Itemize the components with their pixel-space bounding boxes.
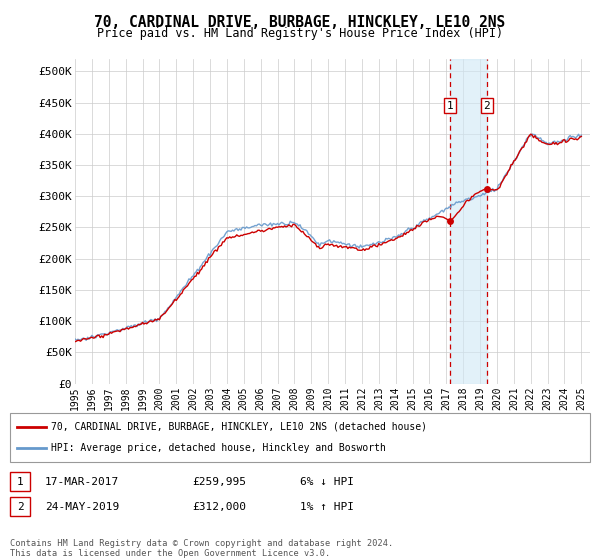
Text: £259,995: £259,995 <box>192 477 246 487</box>
Text: 2: 2 <box>17 502 23 512</box>
Text: 17-MAR-2017: 17-MAR-2017 <box>45 477 119 487</box>
Text: 1% ↑ HPI: 1% ↑ HPI <box>300 502 354 512</box>
Text: £312,000: £312,000 <box>192 502 246 512</box>
Text: 2: 2 <box>483 101 490 111</box>
Text: 1: 1 <box>17 477 23 487</box>
Text: 6% ↓ HPI: 6% ↓ HPI <box>300 477 354 487</box>
Text: Contains HM Land Registry data © Crown copyright and database right 2024.
This d: Contains HM Land Registry data © Crown c… <box>10 539 394 558</box>
Text: 1: 1 <box>446 101 453 111</box>
Text: 70, CARDINAL DRIVE, BURBAGE, HINCKLEY, LE10 2NS: 70, CARDINAL DRIVE, BURBAGE, HINCKLEY, L… <box>94 15 506 30</box>
Bar <box>450 59 487 384</box>
Text: 70, CARDINAL DRIVE, BURBAGE, HINCKLEY, LE10 2NS (detached house): 70, CARDINAL DRIVE, BURBAGE, HINCKLEY, L… <box>51 422 427 432</box>
Text: 24-MAY-2019: 24-MAY-2019 <box>45 502 119 512</box>
Text: Price paid vs. HM Land Registry's House Price Index (HPI): Price paid vs. HM Land Registry's House … <box>97 27 503 40</box>
Text: HPI: Average price, detached house, Hinckley and Bosworth: HPI: Average price, detached house, Hinc… <box>51 443 386 453</box>
